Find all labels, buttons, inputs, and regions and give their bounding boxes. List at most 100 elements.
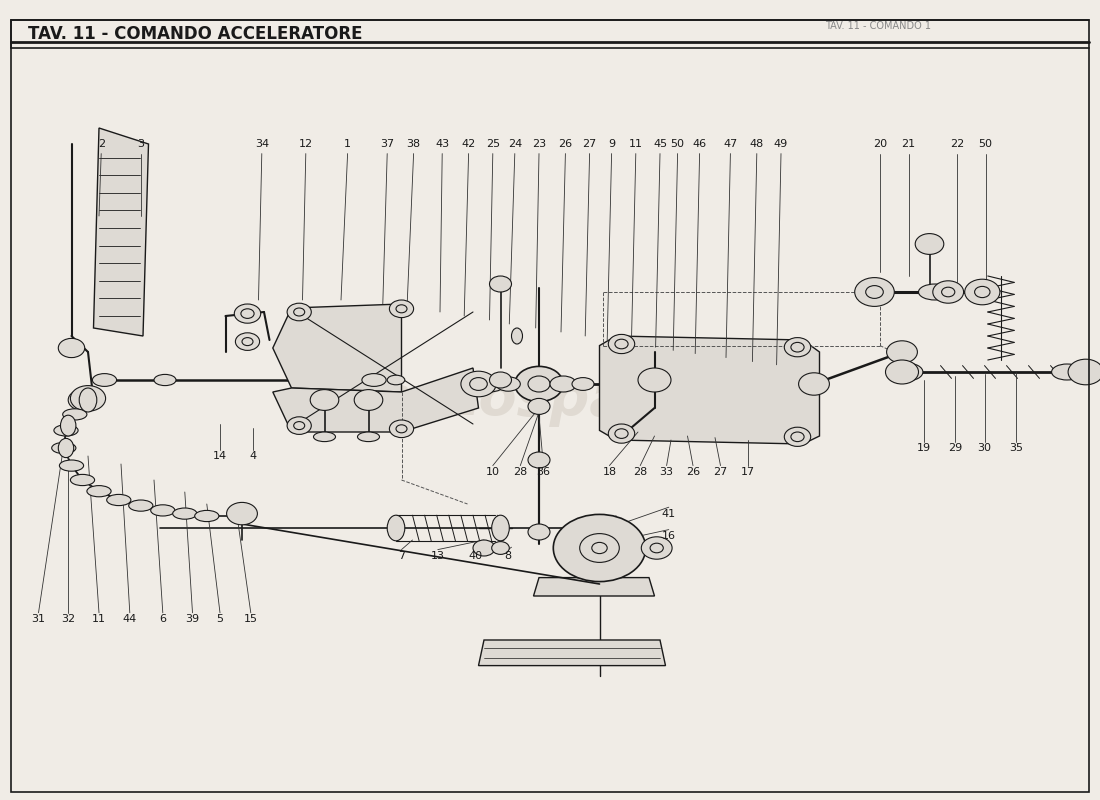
Ellipse shape bbox=[362, 374, 386, 386]
Polygon shape bbox=[273, 368, 478, 432]
Text: 41: 41 bbox=[662, 509, 675, 518]
Ellipse shape bbox=[59, 460, 84, 471]
Text: 9: 9 bbox=[608, 139, 615, 149]
Circle shape bbox=[234, 304, 261, 323]
Ellipse shape bbox=[79, 388, 97, 412]
Circle shape bbox=[886, 360, 918, 384]
Text: 14: 14 bbox=[213, 451, 227, 461]
Text: 35: 35 bbox=[1010, 443, 1023, 453]
Text: 11: 11 bbox=[629, 139, 642, 149]
Circle shape bbox=[461, 371, 496, 397]
Circle shape bbox=[528, 524, 550, 540]
Text: 40: 40 bbox=[469, 551, 482, 561]
Circle shape bbox=[580, 534, 619, 562]
Text: 38: 38 bbox=[407, 139, 420, 149]
Text: 26: 26 bbox=[559, 139, 572, 149]
Text: 43: 43 bbox=[436, 139, 449, 149]
Ellipse shape bbox=[474, 376, 505, 392]
Circle shape bbox=[638, 368, 671, 392]
Text: 7: 7 bbox=[398, 551, 405, 561]
Ellipse shape bbox=[492, 515, 509, 541]
Circle shape bbox=[515, 366, 563, 402]
Text: 25: 25 bbox=[486, 139, 499, 149]
Circle shape bbox=[1068, 359, 1100, 385]
Circle shape bbox=[58, 338, 85, 358]
Ellipse shape bbox=[52, 442, 76, 454]
Text: 1: 1 bbox=[344, 139, 351, 149]
Ellipse shape bbox=[496, 377, 520, 391]
Circle shape bbox=[354, 390, 383, 410]
Circle shape bbox=[608, 334, 635, 354]
Text: 28: 28 bbox=[514, 467, 527, 477]
Circle shape bbox=[287, 417, 311, 434]
Circle shape bbox=[553, 514, 646, 582]
Circle shape bbox=[235, 333, 260, 350]
Text: 47: 47 bbox=[724, 139, 737, 149]
Ellipse shape bbox=[387, 515, 405, 541]
Circle shape bbox=[855, 278, 894, 306]
Text: 26: 26 bbox=[686, 467, 700, 477]
Text: 31: 31 bbox=[32, 614, 45, 624]
Ellipse shape bbox=[107, 494, 131, 506]
Ellipse shape bbox=[154, 374, 176, 386]
Circle shape bbox=[68, 390, 97, 410]
Circle shape bbox=[490, 372, 512, 388]
Text: TAV. 11 - COMANDO ACCELERATORE: TAV. 11 - COMANDO ACCELERATORE bbox=[28, 25, 362, 42]
Ellipse shape bbox=[892, 363, 923, 381]
Text: TAV. 11 - COMANDO 1: TAV. 11 - COMANDO 1 bbox=[825, 21, 931, 30]
Text: 27: 27 bbox=[583, 139, 596, 149]
Text: 42: 42 bbox=[462, 139, 475, 149]
Ellipse shape bbox=[512, 328, 522, 344]
Text: 18: 18 bbox=[603, 467, 616, 477]
Circle shape bbox=[492, 542, 509, 554]
Circle shape bbox=[799, 373, 829, 395]
Text: 37: 37 bbox=[381, 139, 394, 149]
Text: 16: 16 bbox=[662, 531, 675, 541]
Ellipse shape bbox=[70, 474, 95, 486]
Circle shape bbox=[887, 341, 917, 363]
Ellipse shape bbox=[60, 415, 76, 436]
Circle shape bbox=[473, 540, 495, 556]
Text: 17: 17 bbox=[741, 467, 755, 477]
Ellipse shape bbox=[58, 438, 74, 458]
Polygon shape bbox=[600, 336, 820, 444]
Text: 2: 2 bbox=[98, 139, 104, 149]
Ellipse shape bbox=[1052, 364, 1082, 380]
Text: 8: 8 bbox=[505, 551, 512, 561]
Text: 15: 15 bbox=[244, 614, 257, 624]
Ellipse shape bbox=[572, 378, 594, 390]
Text: 29: 29 bbox=[948, 443, 961, 453]
Polygon shape bbox=[273, 304, 402, 392]
Text: 48: 48 bbox=[750, 139, 763, 149]
Ellipse shape bbox=[54, 425, 78, 436]
Ellipse shape bbox=[173, 508, 197, 519]
Text: 22: 22 bbox=[950, 139, 964, 149]
Text: 11: 11 bbox=[92, 614, 106, 624]
Ellipse shape bbox=[918, 284, 952, 300]
Text: 32: 32 bbox=[62, 614, 75, 624]
Text: 23: 23 bbox=[532, 139, 546, 149]
Polygon shape bbox=[478, 640, 666, 666]
Text: 27: 27 bbox=[714, 467, 727, 477]
Text: 46: 46 bbox=[693, 139, 706, 149]
Text: 20: 20 bbox=[873, 139, 887, 149]
Ellipse shape bbox=[129, 500, 153, 511]
Text: 24: 24 bbox=[508, 139, 521, 149]
Text: 4: 4 bbox=[250, 451, 256, 461]
Text: 19: 19 bbox=[917, 443, 931, 453]
Circle shape bbox=[641, 537, 672, 559]
Circle shape bbox=[933, 281, 964, 303]
Polygon shape bbox=[94, 128, 148, 336]
Text: 50: 50 bbox=[671, 139, 684, 149]
Ellipse shape bbox=[314, 432, 336, 442]
Ellipse shape bbox=[550, 376, 576, 392]
Circle shape bbox=[784, 338, 811, 357]
Circle shape bbox=[310, 390, 339, 410]
Text: 6: 6 bbox=[160, 614, 166, 624]
Text: 34: 34 bbox=[255, 139, 268, 149]
Circle shape bbox=[608, 424, 635, 443]
Text: 5: 5 bbox=[217, 614, 223, 624]
Circle shape bbox=[965, 279, 1000, 305]
Circle shape bbox=[528, 398, 550, 414]
Circle shape bbox=[389, 300, 414, 318]
